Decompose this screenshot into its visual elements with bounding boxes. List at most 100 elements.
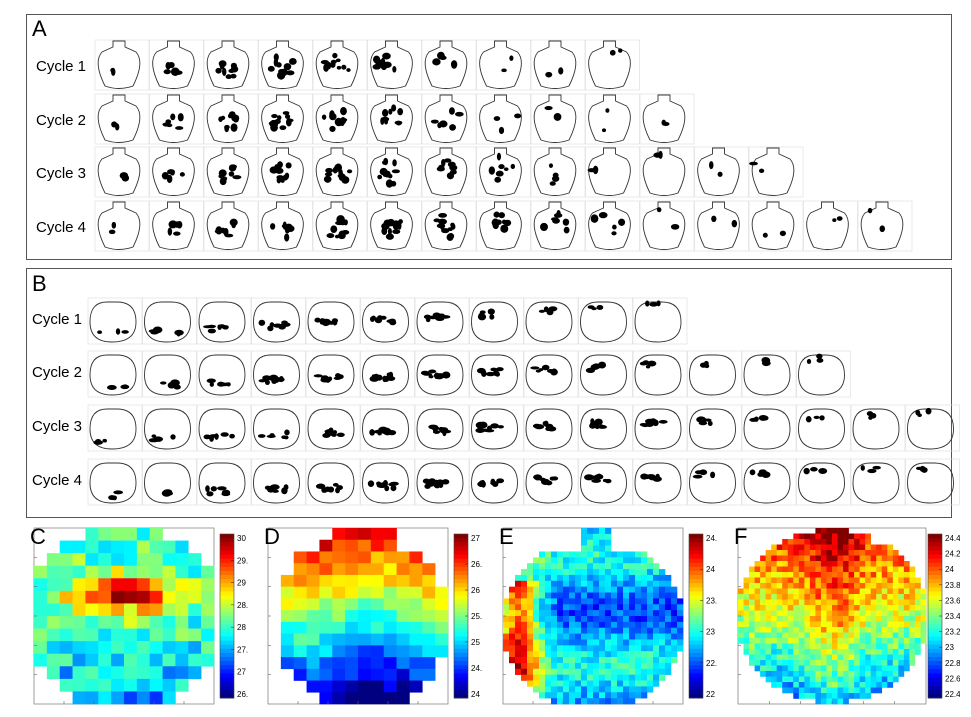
panel-a-frame [149, 200, 204, 252]
panel-a-frame [639, 146, 695, 198]
panel-a-frame [312, 146, 368, 198]
panel-a-frame [203, 146, 259, 198]
panel-b-frame [251, 297, 306, 345]
panel-b-frame [796, 404, 851, 452]
panel-b-frame [905, 404, 960, 452]
colorbar: 27 26.5 26 25.5 25 24.5 24 [453, 533, 487, 699]
panel-b-frame [632, 297, 688, 345]
panel-b-frame [469, 297, 524, 345]
colorbar-tick-label: 29 [237, 579, 246, 588]
heatmap-e-plot: 24.5 24 23.5 23 22.5 22 [502, 527, 722, 705]
panel-b-frame [414, 404, 470, 452]
colorbar: 24.5 24 23.5 23 22.5 22 [688, 533, 722, 699]
colorbar-tick-label: 23.5 [706, 596, 717, 605]
panel-b-frame [360, 404, 415, 452]
panel-b-frame [741, 404, 797, 452]
panel-a-frame [149, 93, 204, 145]
panel-a-frame [530, 39, 586, 91]
panel-a-frame [367, 146, 422, 198]
panel-b-frame [360, 350, 415, 398]
panel-a-frame [94, 200, 150, 252]
panel-a-frames [94, 39, 913, 252]
panel-a-frame [476, 39, 531, 91]
colorbar-tick-label: 24.4 [945, 534, 960, 543]
panel-b-frame [523, 404, 579, 452]
colorbar-tick-label: 26.5 [237, 690, 248, 699]
colorbar-tick-label: 22.5 [706, 659, 717, 668]
panel-b-frame [578, 404, 633, 452]
colorbar-tick-label: 23.2 [945, 628, 960, 637]
panel-b-frame [87, 297, 143, 345]
panel-b-frame [251, 404, 306, 452]
panel-letter-b: B [32, 271, 47, 296]
panel-a-frame [149, 146, 204, 198]
panel-b-frame [741, 458, 797, 506]
colorbar-tick-label: 24.5 [471, 664, 482, 673]
panel-b-frame [414, 297, 470, 345]
panel-b-cycle-4-label: Cycle 4 [32, 472, 83, 489]
panel-b-frame [469, 350, 524, 398]
panel-a-frame [530, 146, 586, 198]
panel-a-frame [258, 146, 313, 198]
heatmap-c: 30 29.5 29 28.5 28 27.5 27 26.5 C [26, 520, 253, 712]
colorbar: 30 29.5 29 28.5 28 27.5 27 26.5 [219, 533, 253, 699]
panel-b-frame [360, 297, 415, 345]
panel-a [26, 14, 952, 260]
panel-b-frame [142, 404, 197, 452]
colorbar-tick-label: 24.2 [945, 550, 960, 559]
colorbar-tick-label: 23.6 [945, 596, 960, 605]
panel-a-frame [639, 200, 695, 252]
panel-a-frame [585, 93, 640, 145]
panel-a-frame [639, 93, 695, 145]
panel-a-cycle-3-label: Cycle 3 [36, 165, 87, 182]
panel-a-cycle-2-label: Cycle 2 [36, 112, 87, 129]
panel-b-frame [305, 404, 361, 452]
heatmap-f: 24.4 24.2 24 23.8 23.6 23.4 23.2 23 22.8 22.6 22.4… [730, 520, 961, 712]
panel-b-frame [632, 458, 688, 506]
panel-a-frame [748, 146, 804, 198]
panel-b-frame [632, 404, 688, 452]
panel-b-frame [796, 350, 851, 398]
panel-a-frame [94, 39, 150, 91]
panel-b-cycle-2-label: Cycle 2 [32, 364, 83, 381]
panel-a-frame [585, 200, 640, 252]
panel-a-frame [476, 200, 531, 252]
heatmap-cells [280, 528, 449, 705]
panel-a-frame [421, 93, 477, 145]
panel-b-cycle-3-label: Cycle 3 [32, 418, 83, 435]
heatmap-d: 27 26.5 26 25.5 25 24.5 24 D [260, 520, 487, 712]
panel-a-frame [530, 200, 586, 252]
panel-b-frame [523, 350, 579, 398]
panel-letter-e: E [499, 524, 514, 549]
colorbar-tick-label: 25 [471, 638, 480, 647]
heatmap-cells [738, 528, 927, 705]
panel-b-frame [251, 350, 306, 398]
panel-a-frame [367, 200, 422, 252]
colorbar-tick-label: 23 [706, 628, 715, 637]
colorbar-tick-label: 23.8 [945, 581, 960, 590]
panel-a-frame [367, 39, 422, 91]
panel-a-frame [94, 146, 150, 198]
colorbar-tick-label: 22.4 [945, 690, 960, 699]
colorbar-tick-label: 30 [237, 534, 246, 543]
panel-a-frame [803, 200, 858, 252]
heatmap-e: 24.5 24 23.5 23 22.5 22 E [495, 520, 722, 712]
panel-b-frame [142, 297, 197, 345]
heatmap-cells [34, 528, 215, 705]
panel-b-frame [632, 350, 688, 398]
panel-a-frame [585, 146, 640, 198]
panel-letter-f: F [734, 524, 748, 549]
panel-a-frame [149, 39, 204, 91]
colorbar-tick-label: 28.5 [237, 601, 248, 610]
panel-b-frame [796, 458, 851, 506]
panel-a-frame [694, 146, 749, 198]
panel-a-frame [476, 146, 531, 198]
colorbar-tick-label: 24 [471, 690, 480, 699]
panel-a-frame [857, 200, 913, 252]
panel-b-frame [196, 458, 252, 506]
panel-b-frame [360, 458, 415, 506]
panel-a-frame [312, 39, 368, 91]
panel-b-frame [87, 404, 143, 452]
colorbar-tick-label: 22.6 [945, 674, 960, 683]
panel-b-frame [523, 297, 579, 345]
